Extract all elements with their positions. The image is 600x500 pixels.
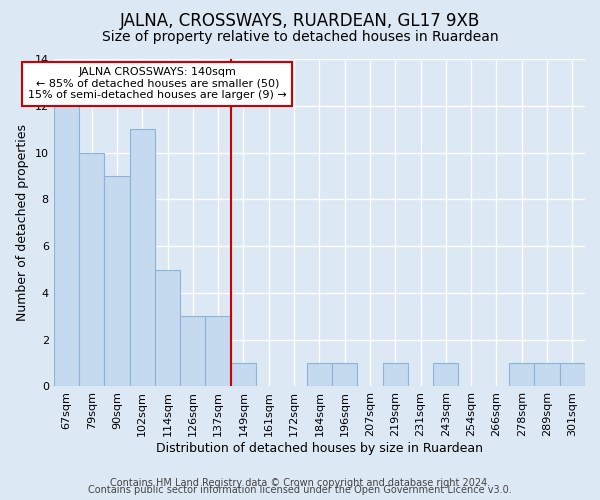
- Bar: [130, 129, 155, 386]
- Text: Size of property relative to detached houses in Ruardean: Size of property relative to detached ho…: [101, 30, 499, 44]
- X-axis label: Distribution of detached houses by size in Ruardean: Distribution of detached houses by size …: [156, 442, 483, 455]
- Bar: [560, 363, 585, 386]
- Bar: [433, 363, 458, 386]
- Bar: [535, 363, 560, 386]
- Bar: [104, 176, 130, 386]
- Bar: [79, 152, 104, 386]
- Bar: [307, 363, 332, 386]
- Bar: [205, 316, 231, 386]
- Text: Contains public sector information licensed under the Open Government Licence v3: Contains public sector information licen…: [88, 485, 512, 495]
- Bar: [332, 363, 358, 386]
- Bar: [155, 270, 180, 386]
- Text: JALNA, CROSSWAYS, RUARDEAN, GL17 9XB: JALNA, CROSSWAYS, RUARDEAN, GL17 9XB: [120, 12, 480, 30]
- Text: JALNA CROSSWAYS: 140sqm
← 85% of detached houses are smaller (50)
15% of semi-de: JALNA CROSSWAYS: 140sqm ← 85% of detache…: [28, 67, 287, 100]
- Bar: [383, 363, 408, 386]
- Text: Contains HM Land Registry data © Crown copyright and database right 2024.: Contains HM Land Registry data © Crown c…: [110, 478, 490, 488]
- Bar: [231, 363, 256, 386]
- Bar: [54, 106, 79, 386]
- Bar: [509, 363, 535, 386]
- Bar: [180, 316, 205, 386]
- Y-axis label: Number of detached properties: Number of detached properties: [16, 124, 29, 321]
